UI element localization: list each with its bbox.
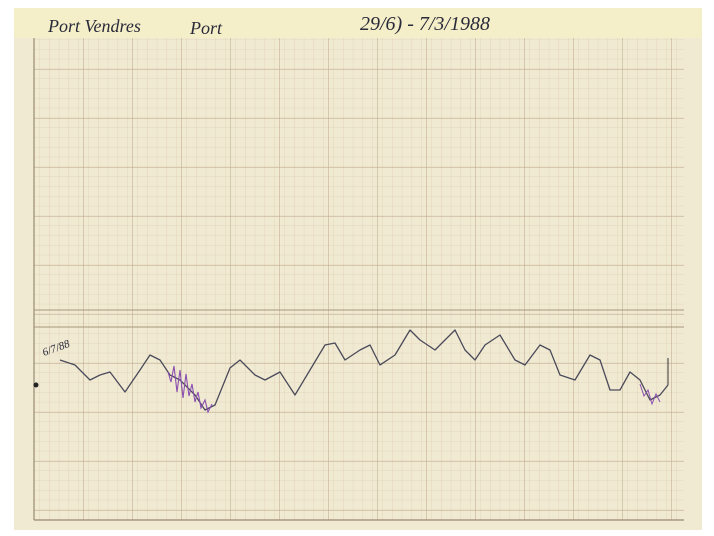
page: Port Vendres Port 29/6) - 7/3/1988 6/7/8… xyxy=(0,0,714,536)
place-label: Port Vendres xyxy=(47,16,141,36)
pin-mark xyxy=(34,383,39,388)
dates-label: 29/6) - 7/3/1988 xyxy=(360,13,490,35)
port-label: Port xyxy=(189,18,223,38)
major-grid xyxy=(34,38,684,520)
chart-paper-photo: Port Vendres Port 29/6) - 7/3/1988 6/7/8… xyxy=(0,0,714,536)
